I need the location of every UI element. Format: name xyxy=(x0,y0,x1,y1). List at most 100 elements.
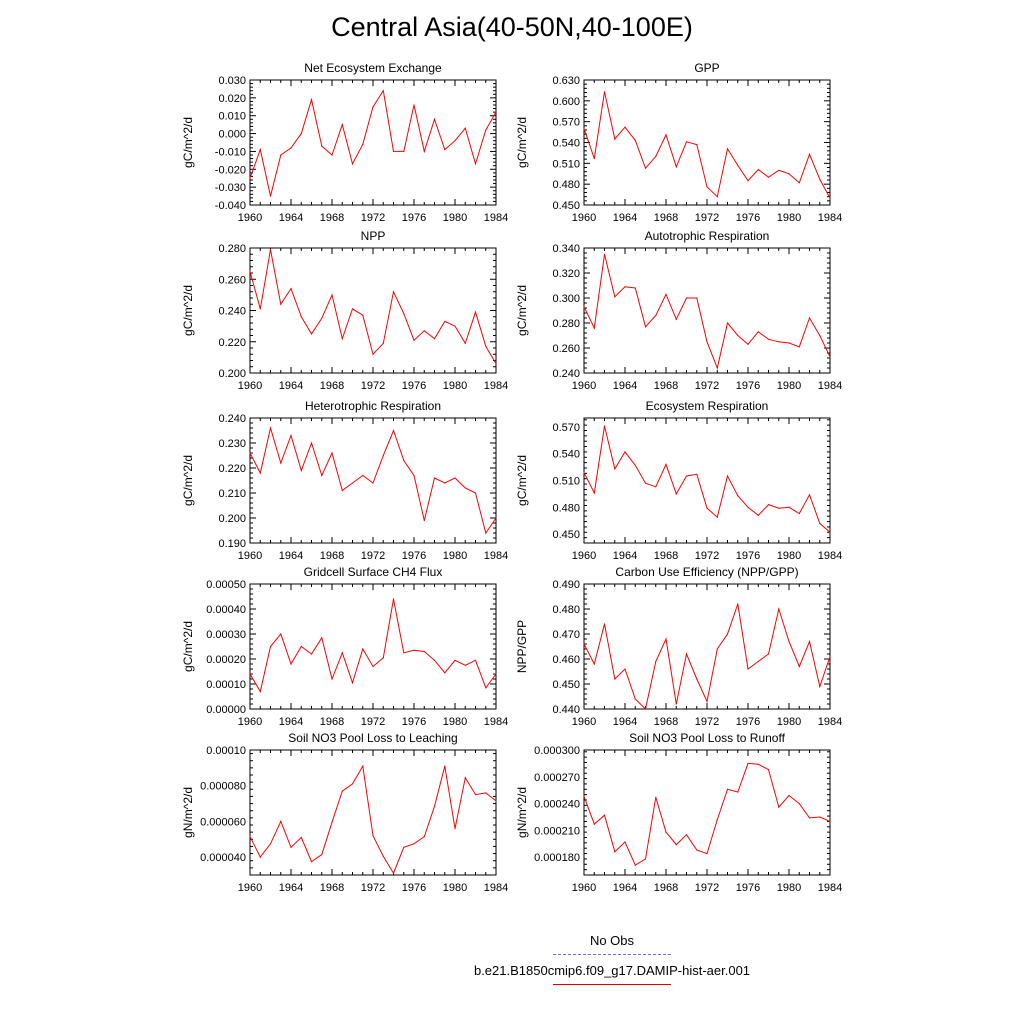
data-point xyxy=(280,820,282,823)
legend-line-model-run xyxy=(553,984,671,985)
data-point xyxy=(614,468,616,470)
y-tick-label: 0.260 xyxy=(218,274,246,286)
data-point xyxy=(716,819,718,821)
y-tick-label: 0.220 xyxy=(218,463,246,475)
data-point xyxy=(249,270,251,272)
y-tick-label: 0.230 xyxy=(218,438,246,450)
y-axis-label-gridcell-surface-ch4-flux: gC/m^2/d xyxy=(181,621,195,672)
data-point xyxy=(696,678,698,680)
y-axis-label-gpp: gC/m^2/d xyxy=(515,117,529,168)
plot-frame-gridcell-surface-ch4-flux xyxy=(249,583,497,710)
data-point xyxy=(706,341,708,343)
x-tick-label: 1984 xyxy=(818,380,842,392)
x-tick-label: 1972 xyxy=(695,212,719,224)
data-point xyxy=(382,855,384,857)
legend-line-no-obs xyxy=(553,954,671,955)
x-tick-label: 1960 xyxy=(572,716,596,728)
data-point xyxy=(321,474,323,477)
data-point xyxy=(706,853,708,855)
y-tick-label: 0.00000 xyxy=(206,704,246,716)
data-point xyxy=(829,197,831,199)
data-point xyxy=(798,346,800,348)
x-tick-label: 1960 xyxy=(238,550,262,562)
data-point xyxy=(372,835,374,837)
y-tick-label: 0.570 xyxy=(552,117,580,129)
x-tick-label: 1984 xyxy=(484,380,508,392)
data-point xyxy=(474,659,477,661)
plot-frame-ecosystem-respiration xyxy=(583,417,831,544)
data-point xyxy=(788,506,790,508)
data-point xyxy=(706,700,708,703)
y-tick-label: 0.000270 xyxy=(534,772,580,784)
data-point xyxy=(444,149,446,151)
x-tick-label: 1968 xyxy=(320,212,344,224)
y-axis-label-soil-no3-pool-loss-to-leaching: gN/m^2/d xyxy=(181,787,195,838)
data-point xyxy=(644,326,647,328)
data-point xyxy=(495,673,497,675)
data-point xyxy=(249,673,251,675)
data-point xyxy=(737,164,739,166)
data-point xyxy=(614,138,616,140)
data-point xyxy=(433,477,436,479)
x-tick-label: 1976 xyxy=(736,550,760,562)
x-tick-label: 1980 xyxy=(777,882,801,894)
data-point xyxy=(808,640,811,643)
data-point xyxy=(757,660,759,663)
x-tick-label: 1964 xyxy=(279,380,303,392)
data-point xyxy=(726,148,729,150)
data-point xyxy=(331,678,333,680)
x-tick-label: 1976 xyxy=(402,550,426,562)
x-tick-label: 1984 xyxy=(818,882,842,894)
data-point xyxy=(665,463,667,465)
data-point xyxy=(290,147,292,149)
data-point xyxy=(495,517,497,519)
data-point xyxy=(362,474,364,477)
data-point xyxy=(624,451,626,453)
data-point xyxy=(331,452,333,454)
y-tick-label: 0.570 xyxy=(552,422,580,434)
x-tick-label: 1960 xyxy=(572,380,596,392)
y-tick-label: 0.00020 xyxy=(206,654,246,666)
plot-frame-soil-no3-pool-loss-to-runoff xyxy=(583,749,831,876)
panel-heterotrophic-respiration: Heterotrophic Respiration gC/m^2/d 1960 196… xyxy=(181,399,508,562)
data-point xyxy=(321,317,323,319)
data-point xyxy=(767,176,770,178)
x-tick-label: 1984 xyxy=(818,212,842,224)
y-tick-label: 0.000040 xyxy=(200,852,246,864)
data-point xyxy=(726,633,729,635)
data-point xyxy=(413,843,415,845)
data-point xyxy=(269,645,272,648)
data-point xyxy=(403,150,405,152)
panel-gridcell-surface-ch4-flux: Gridcell Surface CH4 Flux gC/m^2/d 1960 196… xyxy=(181,565,508,728)
data-point xyxy=(392,150,395,152)
y-tick-label: 0.480 xyxy=(552,502,580,514)
y-tick-label: 0.260 xyxy=(552,343,580,355)
data-point xyxy=(351,783,354,785)
y-tick-label: 0.00010 xyxy=(206,745,246,757)
panel-autotrophic-respiration: Autotrophic Respiration gC/m^2/d 1960 1964 1… xyxy=(515,229,842,392)
y-tick-label: -0.020 xyxy=(215,164,246,176)
data-point xyxy=(614,678,616,680)
data-point xyxy=(341,489,343,492)
panel-title-gpp: GPP xyxy=(694,61,719,75)
y-tick-label: 0.540 xyxy=(552,449,580,461)
data-point xyxy=(392,291,395,293)
x-tick-label: 1980 xyxy=(443,716,467,728)
x-tick-label: 1968 xyxy=(320,550,344,562)
data-point xyxy=(583,795,585,798)
data-point xyxy=(685,141,688,143)
y-tick-label: 0.190 xyxy=(218,538,246,550)
data-point xyxy=(351,482,354,484)
x-tick-label: 1976 xyxy=(736,212,760,224)
data-point xyxy=(495,363,497,365)
panel-carbon-use-efficiency-npp-gpp: Carbon Use Efficiency (NPP/GPP) NPP/GPP 19… xyxy=(515,565,842,728)
data-point xyxy=(423,150,425,152)
data-point xyxy=(808,494,811,496)
y-tick-label: 0.00010 xyxy=(206,679,246,691)
data-point xyxy=(767,504,770,506)
data-point xyxy=(716,648,718,650)
data-point xyxy=(757,331,759,333)
plot-frame-net-ecosystem-exchange xyxy=(249,79,497,206)
data-point xyxy=(747,762,749,765)
x-tick-label: 1968 xyxy=(320,882,344,894)
